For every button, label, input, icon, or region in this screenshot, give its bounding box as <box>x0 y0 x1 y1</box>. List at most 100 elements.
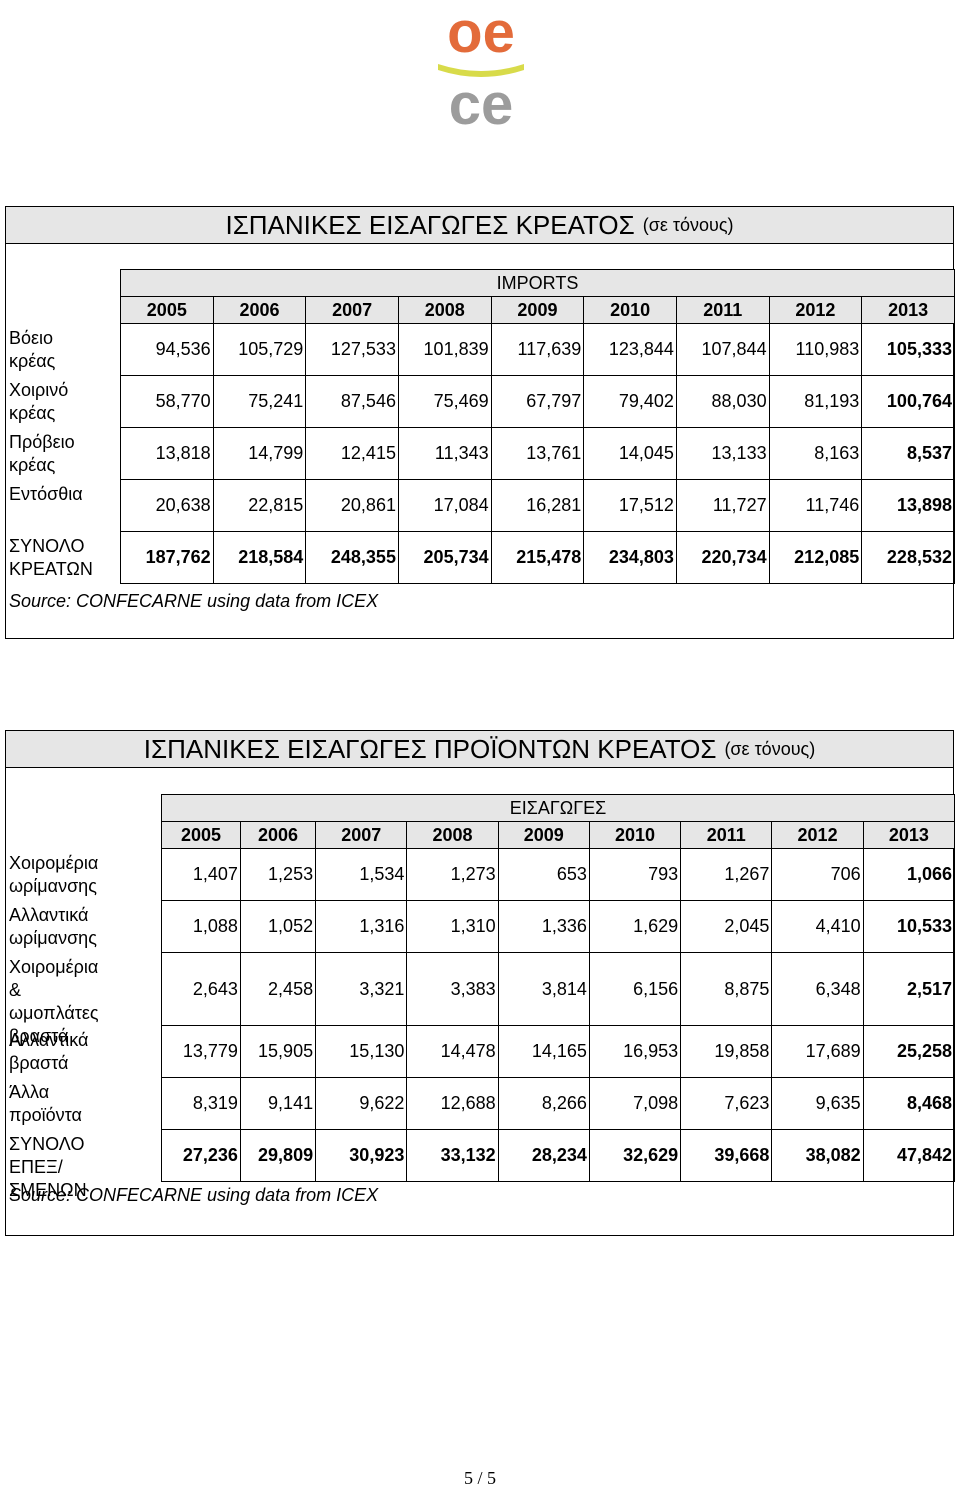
table-cell: 17,084 <box>397 479 492 532</box>
table-cell: 17,689 <box>771 1025 864 1078</box>
table-cell: 2,045 <box>680 900 773 953</box>
group-header: ΕΙΣΑΓΩΓΕΣ <box>161 794 955 822</box>
table-cell: 16,953 <box>588 1025 682 1078</box>
row-label: Χοιρομέρια ωρίμανσης <box>9 853 99 896</box>
table-cell: 8,163 <box>768 427 863 480</box>
row-label: Αλλαντικά βραστά <box>9 1030 89 1073</box>
year-header: 2007 <box>315 821 408 849</box>
table-cell: 1,534 <box>315 848 408 901</box>
table-cell: 9,635 <box>771 1077 864 1130</box>
year-header: 2012 <box>771 821 864 849</box>
table-cell: 12,415 <box>305 427 399 480</box>
page-number: 5 / 5 <box>463 1468 496 1488</box>
table-cell: 8,266 <box>497 1077 590 1130</box>
table-cell: 7,098 <box>588 1077 682 1130</box>
table-cell: 16,281 <box>490 479 585 532</box>
table-cell: 13,779 <box>161 1025 241 1078</box>
table-cell: 793 <box>588 848 682 901</box>
table-cell: 11,746 <box>768 479 863 532</box>
table-cell: 218,584 <box>212 531 307 584</box>
table-row: 2,643 2,458 3,321 3,383 3,814 6,156 8,875 6,348… <box>161 952 956 1026</box>
table-cell: 1,629 <box>588 900 682 953</box>
row-label: Βόειο κρέας <box>9 328 56 371</box>
year-header: 2011 <box>680 821 773 849</box>
table-row: 13,818 14,799 12,415 11,343 13,761 14,045 13,1… <box>120 427 955 480</box>
table-cell: 105,333 <box>861 323 955 376</box>
table-cell: 79,402 <box>583 375 677 428</box>
table-cell: 4,410 <box>771 900 864 953</box>
table-cell: 2,643 <box>161 952 241 1026</box>
table-row: 20,638 22,815 20,861 17,084 16,281 17,512 11,7… <box>120 479 955 532</box>
year-header: 2013 <box>862 821 956 849</box>
table-cell: 81,193 <box>768 375 863 428</box>
year-header: 2011 <box>675 296 770 324</box>
table-cell: 17,512 <box>583 479 677 532</box>
table-cell: 1,310 <box>406 900 499 953</box>
table1-title-text: ΙΣΠΑΝΙΚΕΣ ΕΙΣΑΓΩΓΕΣ ΚΡΕΑΤΟΣ <box>225 209 635 240</box>
table-cell: 15,905 <box>239 1025 317 1078</box>
year-header: 2010 <box>583 296 677 324</box>
table-cell: 3,814 <box>497 952 590 1026</box>
year-header: 2005 <box>120 296 214 324</box>
table-cell: 8,537 <box>861 427 955 480</box>
table-cell: 47,842 <box>862 1129 956 1182</box>
meat-products-imports-panel: ΙΣΠΑΝΙΚΕΣ ΕΙΣΑΓΩΓΕΣ ΠΡΟΪΟΝΤΩΝ ΚΡΕΑΤΟΣ (σ… <box>5 730 956 1236</box>
table-cell: 205,734 <box>397 531 492 584</box>
table-row: 94,536 105,729 127,533 101,839 117,639 123,84… <box>120 323 955 376</box>
table-cell: 127,533 <box>305 323 399 376</box>
year-header: 2006 <box>239 821 317 849</box>
table-cell: 215,478 <box>490 531 585 584</box>
table-cell: 58,770 <box>120 375 214 428</box>
logo-top-text: oe <box>447 2 515 65</box>
table-cell: 87,546 <box>305 375 399 428</box>
table-row: 58,770 75,241 87,546 75,469 67,797 79,402 88,0… <box>120 375 955 428</box>
table2-title-text: ΙΣΠΑΝΙΚΕΣ ΕΙΣΑΓΩΓΕΣ ΠΡΟΪΟΝΤΩΝ ΚΡΕΑΤΟΣ <box>143 733 717 764</box>
table-row: 1,088 1,052 1,316 1,310 1,336 1,629 2,045 4,410… <box>161 900 956 953</box>
table-cell: 8,468 <box>862 1077 956 1130</box>
row-label: ΣΥΝΟΛΟ ΕΠΕΞ/ΣΜΕΝΩΝ <box>9 1134 87 1200</box>
table-cell: 9,622 <box>315 1077 408 1130</box>
table-cell: 107,844 <box>675 323 770 376</box>
table-cell: 123,844 <box>583 323 677 376</box>
row-label: Άλλα προϊόντα <box>9 1082 82 1125</box>
year-header-row: 2005 2006 2007 2008 2009 2010 2011 2012 2013 <box>161 821 956 849</box>
table1-title: ΙΣΠΑΝΙΚΕΣ ΕΙΣΑΓΩΓΕΣ ΚΡΕΑΤΟΣ (σε τόνους) <box>6 207 953 244</box>
table-row: 8,319 9,141 9,622 12,688 8,266 7,098 7,623 9,63… <box>161 1077 956 1130</box>
table-cell: 220,734 <box>675 531 770 584</box>
table-cell: 6,156 <box>588 952 682 1026</box>
table-cell: 12,688 <box>406 1077 499 1130</box>
table-cell: 1,267 <box>680 848 773 901</box>
table-row: 13,779 15,905 15,130 14,478 14,165 16,953 19,8… <box>161 1025 956 1078</box>
table-cell: 11,727 <box>675 479 770 532</box>
table-cell: 10,533 <box>862 900 956 953</box>
table-cell: 228,532 <box>861 531 955 584</box>
table-cell: 2,517 <box>862 952 956 1026</box>
table-cell: 212,085 <box>768 531 863 584</box>
table-cell: 88,030 <box>675 375 770 428</box>
table2-source: Source: CONFECARNE using data from ICEX <box>9 1185 379 1205</box>
year-header: 2010 <box>588 821 682 849</box>
table-cell: 14,799 <box>212 427 307 480</box>
table-cell: 13,898 <box>861 479 955 532</box>
year-header: 2012 <box>768 296 863 324</box>
row-label: ΣΥΝΟΛΟ ΚΡΕΑΤΩΝ <box>9 536 93 579</box>
table-group-header-row: ΕΙΣΑΓΩΓΕΣ <box>161 794 955 822</box>
year-header: 2013 <box>861 296 955 324</box>
table-cell: 13,133 <box>675 427 770 480</box>
table-cell: 101,839 <box>397 323 492 376</box>
table-cell: 28,234 <box>497 1129 590 1182</box>
table-cell: 9,141 <box>239 1077 317 1130</box>
row-label: Αλλαντικά ωρίμανσης <box>9 905 97 948</box>
year-header: 2007 <box>305 296 399 324</box>
table-cell: 7,623 <box>680 1077 773 1130</box>
table-cell: 1,052 <box>239 900 317 953</box>
year-header: 2008 <box>406 821 499 849</box>
table-cell: 8,319 <box>161 1077 241 1130</box>
logo-bottom-text: ce <box>449 72 514 134</box>
table1-unit: (σε τόνους) <box>642 214 734 235</box>
table-cell: 1,336 <box>497 900 590 953</box>
group-header: IMPORTS <box>120 269 955 297</box>
table-cell: 6,348 <box>771 952 864 1026</box>
table-cell: 1,407 <box>161 848 241 901</box>
table-cell: 11,343 <box>397 427 492 480</box>
